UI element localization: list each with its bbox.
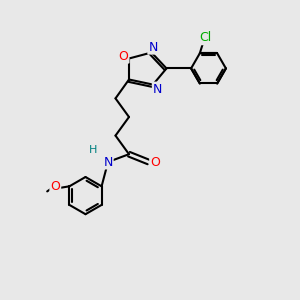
Text: N: N <box>153 82 162 96</box>
Text: O: O <box>119 50 128 63</box>
Text: N: N <box>148 40 158 54</box>
Text: O: O <box>150 155 160 169</box>
Text: Cl: Cl <box>200 31 212 44</box>
Text: O: O <box>50 180 60 193</box>
Text: N: N <box>103 155 113 169</box>
Text: H: H <box>89 145 97 155</box>
